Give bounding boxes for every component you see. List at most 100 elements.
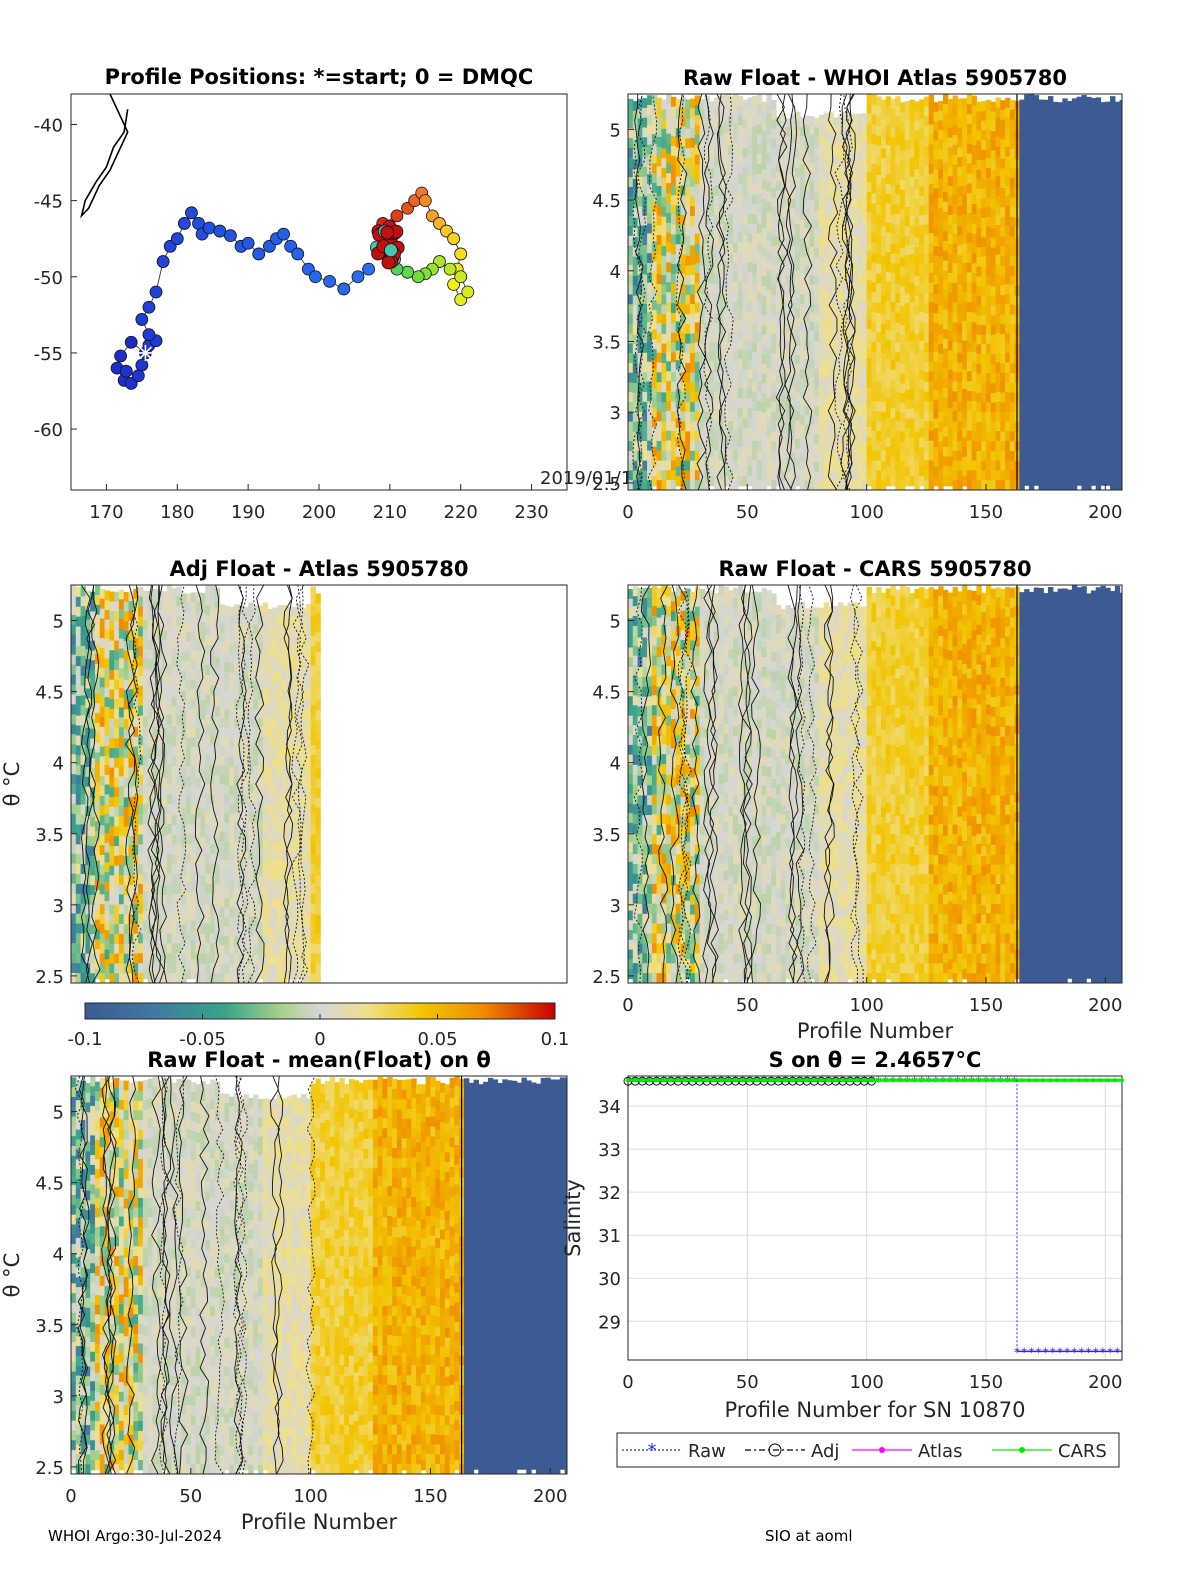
heatmap-cell xyxy=(229,935,235,946)
heatmap-cell xyxy=(737,320,744,331)
heatmap-cell xyxy=(224,926,230,937)
heatmap-cell xyxy=(981,149,987,161)
heatmap-cell xyxy=(838,208,844,219)
heatmap-cell xyxy=(114,806,120,818)
heatmap-cell xyxy=(914,334,920,345)
heatmap-cell xyxy=(224,718,230,729)
heatmap-cell xyxy=(871,322,877,333)
heatmap-cell xyxy=(799,275,806,286)
heatmap-cell xyxy=(709,360,715,371)
heatmap-cell xyxy=(780,480,787,490)
heatmap-cell xyxy=(728,115,734,126)
heatmap-cell xyxy=(919,331,925,342)
heatmap-cell xyxy=(818,480,825,490)
heatmap-cell xyxy=(876,460,882,471)
heatmap-cell xyxy=(885,417,892,428)
heatmap-cell xyxy=(804,471,810,482)
heatmap-cell xyxy=(990,198,997,210)
heatmap-cell xyxy=(233,604,240,615)
heatmap-cell xyxy=(985,441,992,452)
heatmap-y-tick-label: 2.5 xyxy=(592,474,621,495)
heatmap-cell xyxy=(114,885,120,896)
heatmap-cell xyxy=(133,657,139,669)
heatmap-cell xyxy=(713,166,720,177)
heatmap-cell xyxy=(928,312,935,323)
heatmap-cell xyxy=(709,322,715,333)
heatmap-cell xyxy=(823,131,830,142)
heatmap-cell xyxy=(990,470,997,481)
heatmap-cell xyxy=(723,240,729,252)
heatmap-cell xyxy=(224,794,230,805)
heatmap-cell xyxy=(938,178,944,190)
heatmap-cell xyxy=(80,834,86,845)
heatmap-cell xyxy=(952,184,958,195)
heatmap-cell xyxy=(795,195,801,206)
heatmap-cell xyxy=(200,700,206,711)
heatmap-cell xyxy=(128,610,134,622)
heatmap-cell xyxy=(871,440,877,452)
heatmap-cell xyxy=(162,650,168,661)
heatmap-cell xyxy=(742,138,748,149)
heatmap-cell xyxy=(966,460,973,471)
heatmap-cell xyxy=(909,167,915,178)
heatmap-cell xyxy=(171,755,178,767)
heatmap-cell xyxy=(895,430,901,442)
heatmap-cell xyxy=(966,272,973,283)
heatmap-cell xyxy=(651,475,658,487)
heatmap-cell xyxy=(814,220,820,231)
heatmap-cell xyxy=(761,257,768,268)
heatmap-cell xyxy=(838,349,844,360)
heatmap-cell xyxy=(162,816,168,827)
heatmap-cell xyxy=(152,943,158,955)
heatmap-cell xyxy=(938,314,944,326)
heatmap-cell xyxy=(133,726,139,738)
heatmap-cell xyxy=(200,778,206,789)
heatmap-cell xyxy=(71,734,77,745)
heatmap-title: Raw Float - WHOI Atlas 5905780 xyxy=(683,66,1067,90)
heatmap-cell xyxy=(847,236,853,247)
heatmap-cell xyxy=(809,396,815,407)
heatmap-cell xyxy=(147,894,154,906)
heatmap-cell xyxy=(723,397,729,409)
heatmap-cell xyxy=(928,233,935,244)
heatmap-cell xyxy=(737,437,744,448)
track-point xyxy=(170,232,184,246)
heatmap-cell xyxy=(75,784,82,796)
heatmap-cell xyxy=(224,803,230,814)
heatmap-cell xyxy=(171,923,178,935)
heatmap-cell xyxy=(775,126,782,136)
heatmap-cell xyxy=(823,206,830,217)
heatmap-cell xyxy=(152,845,158,856)
heatmap-cell xyxy=(885,213,892,224)
heatmap-cell xyxy=(890,321,896,332)
heatmap-cell xyxy=(637,470,643,481)
heatmap-cell xyxy=(632,130,639,141)
heatmap-cell xyxy=(756,114,763,125)
heatmap-cell xyxy=(75,695,82,707)
heatmap-cell xyxy=(756,203,763,214)
heatmap-cell xyxy=(238,642,245,653)
heatmap-cell xyxy=(642,274,648,285)
heatmap-cell xyxy=(114,620,120,632)
heatmap-cell xyxy=(219,689,225,700)
heatmap-cell xyxy=(114,846,120,857)
heatmap-cell xyxy=(833,406,839,417)
heatmap-cell xyxy=(109,943,115,955)
heatmap-cell xyxy=(1062,98,1068,490)
heatmap-cell xyxy=(176,923,182,935)
heatmap-cell xyxy=(799,312,806,323)
heatmap-cell xyxy=(713,283,720,295)
heatmap-cell xyxy=(914,363,920,374)
heatmap-cell xyxy=(852,386,858,397)
heatmap-cell xyxy=(742,215,748,226)
heatmap-cell xyxy=(123,934,130,945)
heatmap-cell xyxy=(756,361,763,372)
heatmap-cell xyxy=(833,443,839,454)
heatmap-cell xyxy=(181,612,187,624)
heatmap-cell xyxy=(152,717,158,728)
heatmap-cell xyxy=(952,115,958,126)
heatmap-cell xyxy=(733,262,739,273)
heatmap-cell xyxy=(680,480,686,490)
heatmap-cell xyxy=(904,293,911,304)
heatmap-cell xyxy=(1005,342,1011,354)
